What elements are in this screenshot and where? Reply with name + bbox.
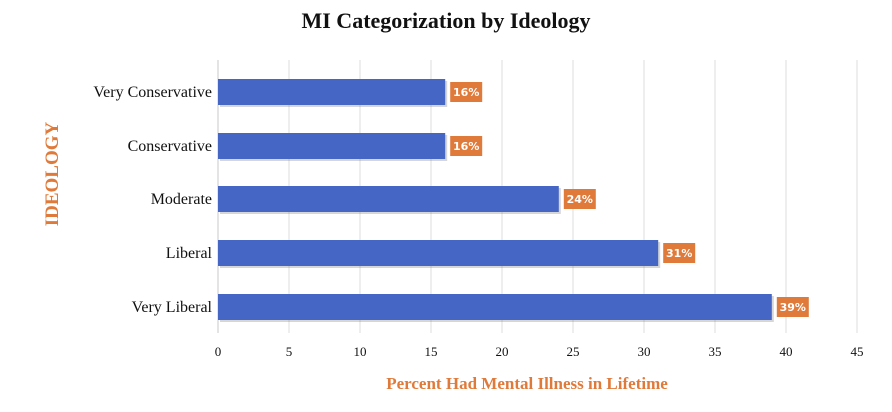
category-labels: Very Conservative Conservative Moderate Lib… xyxy=(93,84,212,316)
data-label-box xyxy=(563,189,596,209)
x-tick-label: 5 xyxy=(286,344,293,359)
bar xyxy=(218,240,659,266)
data-label: 31% xyxy=(666,247,692,260)
data-label-box xyxy=(663,243,696,263)
bars: 16% 16% 24% 31% 39% xyxy=(218,79,809,322)
x-tick-labels: 0 5 10 15 20 25 30 35 40 45 xyxy=(215,344,864,359)
category-label: Conservative xyxy=(128,138,212,155)
x-axis-label: Percent Had Mental Illness in Lifetime xyxy=(386,374,668,393)
data-label: 24% xyxy=(567,193,593,206)
bar xyxy=(218,294,772,320)
data-label: 39% xyxy=(780,301,806,314)
x-tick-label: 10 xyxy=(354,344,367,359)
x-tick-label: 40 xyxy=(780,344,793,359)
category-label: Very Conservative xyxy=(93,84,212,101)
bar xyxy=(218,186,559,212)
x-tick-label: 20 xyxy=(496,344,509,359)
x-tick-label: 0 xyxy=(215,344,222,359)
x-tick-label: 35 xyxy=(709,344,722,359)
x-tick-label: 15 xyxy=(425,344,438,359)
data-label-box xyxy=(450,82,483,102)
category-label: Liberal xyxy=(166,245,213,262)
x-tick-label: 25 xyxy=(567,344,580,359)
data-label: 16% xyxy=(453,86,479,99)
x-tick-label: 30 xyxy=(638,344,651,359)
chart-title: MI Categorization by Ideology xyxy=(301,8,590,33)
data-label-box xyxy=(776,297,809,317)
data-label: 16% xyxy=(453,140,479,153)
data-label-box xyxy=(450,136,483,156)
category-label: Moderate xyxy=(151,191,212,208)
x-tick-label: 45 xyxy=(851,344,864,359)
bar xyxy=(218,133,446,159)
bar xyxy=(218,79,446,105)
category-label: Very Liberal xyxy=(132,299,213,316)
y-axis-label: IDEOLOGY xyxy=(42,121,63,226)
